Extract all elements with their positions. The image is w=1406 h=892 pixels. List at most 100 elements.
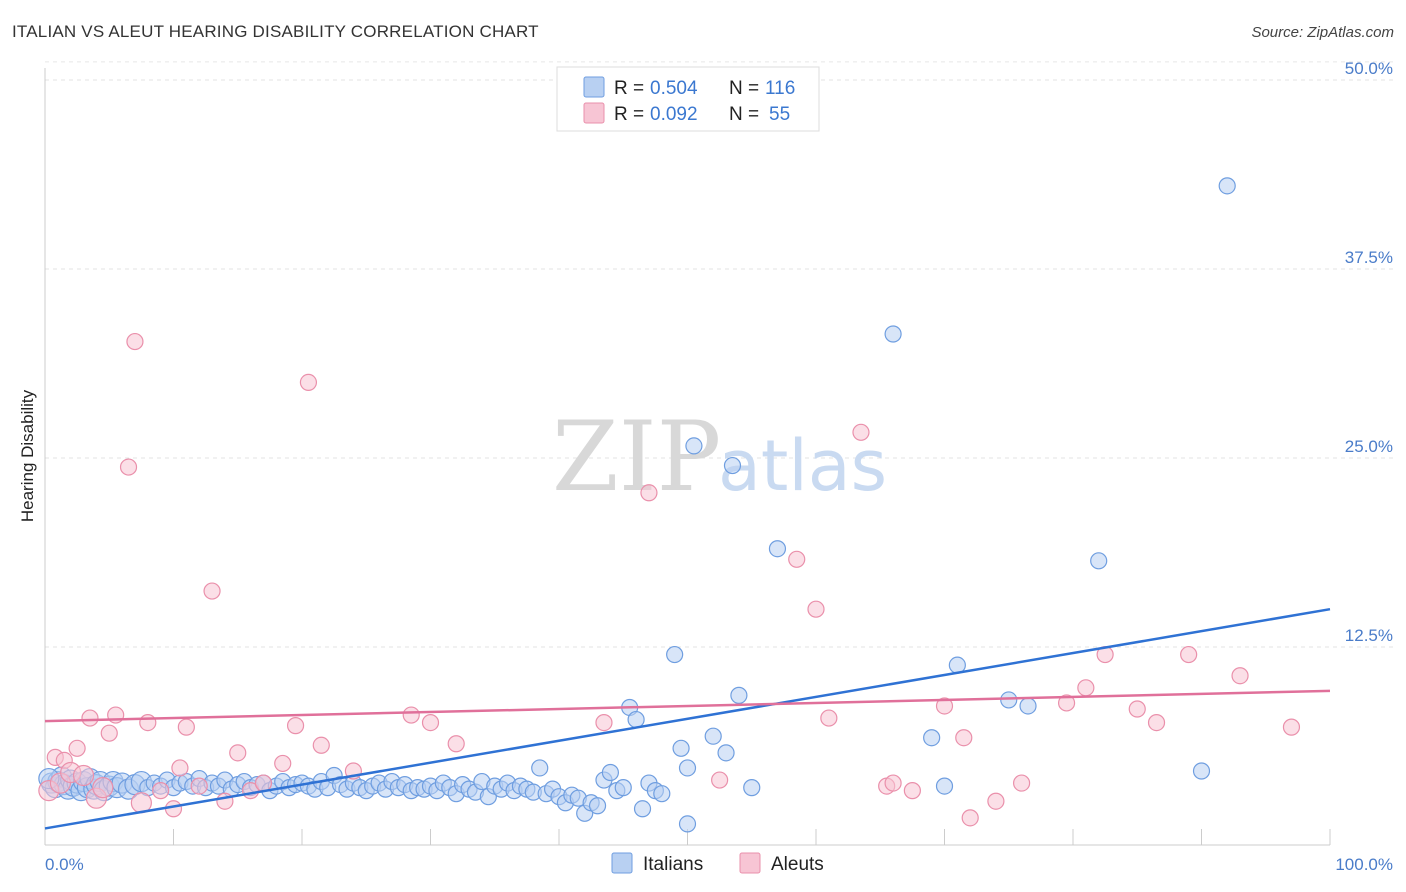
aleuts-point <box>1180 645 1198 664</box>
aleuts-point <box>190 777 208 795</box>
italians-point <box>678 815 697 833</box>
aleuts-point <box>312 736 330 754</box>
aleuts-point <box>139 713 157 732</box>
aleuts-point <box>402 706 420 724</box>
italians-point <box>884 325 902 343</box>
y-tick-label: 12.5% <box>1345 626 1393 645</box>
series-aleuts <box>38 332 1301 827</box>
italians-point <box>730 686 748 704</box>
aleuts-point <box>299 373 318 391</box>
y-axis-label: Hearing Disability <box>18 389 37 522</box>
legend-n-value-italians: 116 <box>765 78 795 99</box>
y-tick-label: 25.0% <box>1345 437 1393 456</box>
italians-point <box>601 763 620 782</box>
italians-point <box>653 785 671 803</box>
aleuts-point <box>1231 667 1249 685</box>
aleuts-point <box>1012 774 1031 792</box>
italians-point <box>743 779 761 797</box>
aleuts-point <box>1128 700 1146 718</box>
italians-point <box>672 739 690 757</box>
bottom-legend-label-aleuts: Aleuts <box>771 854 824 875</box>
legend-swatch-italians <box>583 76 605 98</box>
aleuts-point <box>119 458 138 476</box>
aleuts-point <box>203 582 221 600</box>
gridlines <box>45 61 1393 648</box>
aleuts-point <box>1282 718 1301 736</box>
italians-point <box>704 727 722 745</box>
aleuts-point <box>1147 713 1166 732</box>
italians-point <box>768 540 787 558</box>
aleuts-point <box>164 800 183 818</box>
correlation-legend: R = 0.504 N = 116 R = 0.092 N = 55 <box>556 66 820 132</box>
trend-line-italians <box>44 607 1331 830</box>
aleuts-point <box>903 782 921 800</box>
aleuts-point <box>229 744 247 762</box>
x-tick-label-min: 0.0% <box>45 855 84 874</box>
series-legend: Italians Aleuts <box>611 852 824 875</box>
legend-r-value-aleuts: 0.092 <box>650 104 698 125</box>
aleuts-point <box>955 729 973 747</box>
y-tick-label: 50.0% <box>1345 59 1393 78</box>
x-ticks <box>44 829 1331 845</box>
trend-line-aleuts <box>44 689 1331 723</box>
italians-point <box>1019 697 1037 715</box>
aleuts-point <box>820 709 838 727</box>
aleuts-point <box>68 739 86 757</box>
legend-r-label-italians: R = <box>614 78 644 99</box>
italians-point <box>666 645 684 664</box>
italians-point <box>717 744 735 762</box>
source-label: Source: ZipAtlas.com <box>1251 24 1394 41</box>
italians-point <box>1090 552 1108 570</box>
aleuts-point <box>447 735 465 753</box>
bottom-legend-label-italians: Italians <box>643 854 703 875</box>
aleuts-point <box>1057 694 1076 712</box>
aleuts-point <box>807 600 825 618</box>
legend-r-label-aleuts: R = <box>614 104 644 125</box>
aleuts-point <box>126 332 144 351</box>
aleuts-point <box>711 771 729 789</box>
aleuts-point <box>1077 679 1095 697</box>
aleuts-point <box>788 550 806 568</box>
italians-point <box>685 437 703 455</box>
aleuts-point <box>640 484 658 502</box>
aleuts-point <box>171 759 189 777</box>
italians-point <box>1218 177 1236 195</box>
bottom-legend-swatch-aleuts <box>739 852 761 874</box>
y-tick-label: 37.5% <box>1345 248 1393 267</box>
italians-point <box>627 710 645 729</box>
italians-point <box>678 759 697 777</box>
y-tick-labels: 12.5% 25.0% 37.5% 50.0% <box>1345 59 1393 645</box>
italians-point <box>923 729 941 747</box>
aleuts-point <box>421 713 440 732</box>
legend-r-value-italians: 0.504 <box>650 78 698 99</box>
legend-swatch-aleuts <box>583 102 605 124</box>
aleuts-point <box>884 774 902 792</box>
legend-n-label-italians: N = <box>729 78 759 99</box>
aleuts-point <box>987 792 1005 810</box>
aleuts-point <box>81 709 99 727</box>
italians-point <box>531 759 549 777</box>
aleuts-point <box>177 718 195 736</box>
italians-point <box>935 777 954 795</box>
watermark: ZIP atlas <box>552 401 887 513</box>
chart-title: ITALIAN VS ALEUT HEARING DISABILITY CORR… <box>12 22 539 41</box>
aleuts-point <box>286 717 305 735</box>
aleuts-point <box>961 809 979 827</box>
aleuts-point <box>92 777 114 799</box>
aleuts-point <box>72 764 95 787</box>
aleuts-point <box>274 754 292 773</box>
legend-n-label-aleuts: N = <box>729 104 759 125</box>
watermark-zip: ZIP <box>552 401 721 513</box>
aleuts-point <box>100 724 118 742</box>
trend-lines <box>44 607 1331 830</box>
aleuts-point <box>595 713 613 732</box>
aleuts-point <box>254 774 273 792</box>
italians-point <box>1192 762 1211 780</box>
aleuts-point <box>935 697 954 715</box>
bottom-legend-swatch-italians <box>611 852 633 874</box>
x-tick-label-max: 100.0% <box>1335 855 1393 874</box>
italians-point <box>614 779 632 797</box>
italians-point <box>723 456 742 475</box>
italians-point <box>588 797 607 815</box>
